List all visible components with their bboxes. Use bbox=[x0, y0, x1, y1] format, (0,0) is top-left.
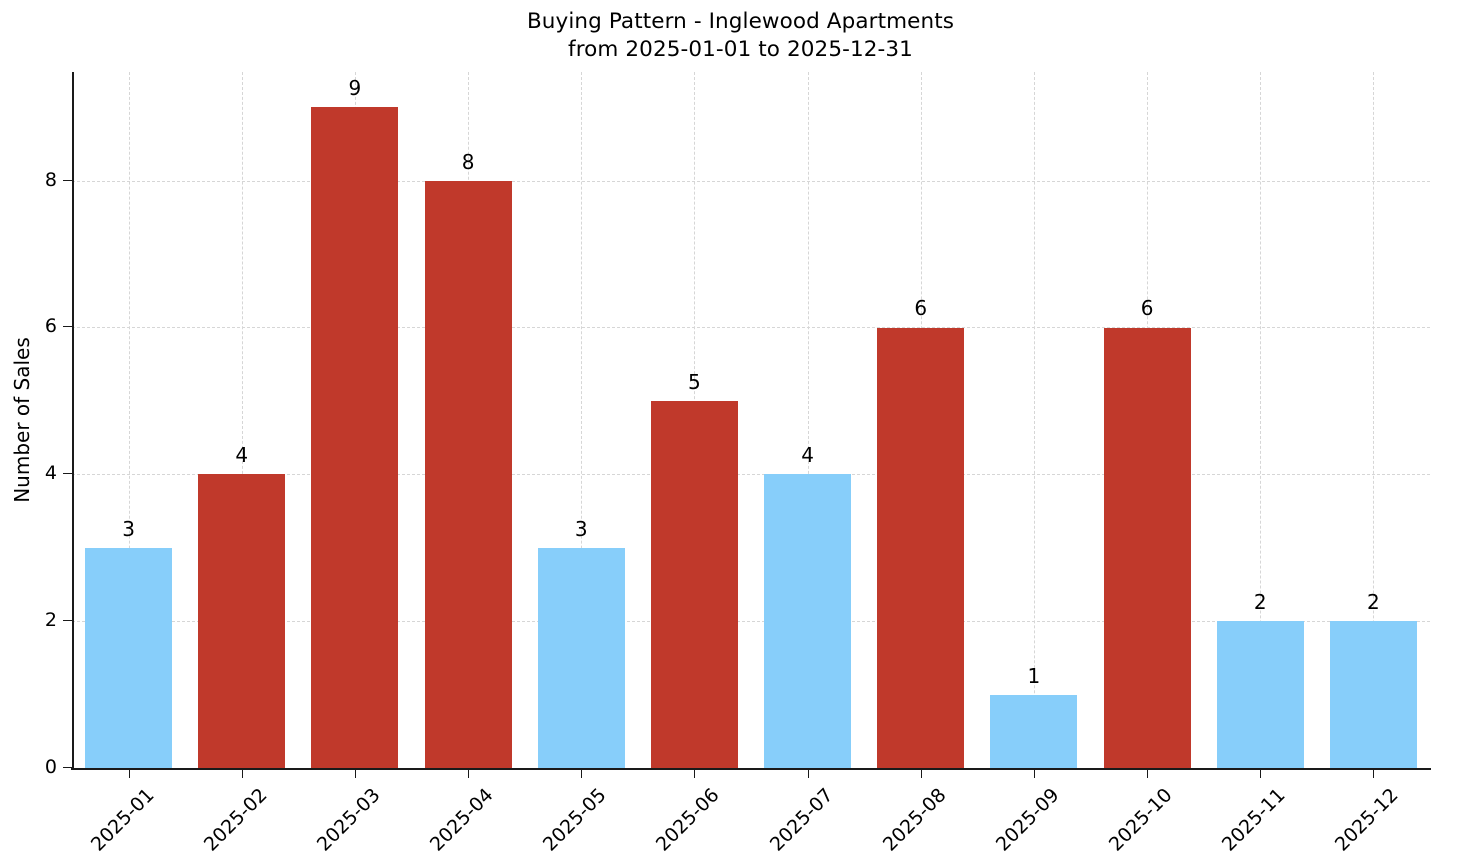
chart-subtitle: from 2025-01-01 to 2025-12-31 bbox=[568, 36, 913, 62]
bar bbox=[85, 547, 173, 768]
x-tick-mark bbox=[468, 769, 470, 778]
bar bbox=[311, 107, 399, 768]
gridline-horizontal bbox=[72, 180, 1430, 182]
y-tick-mark bbox=[63, 767, 72, 768]
x-tick-mark bbox=[1373, 769, 1375, 778]
y-tick-mark bbox=[63, 179, 72, 181]
plot-area: 3 4 9 8 3 5 4 6 1 6 2 2 bbox=[72, 72, 1430, 769]
x-tick-mark bbox=[1147, 769, 1149, 778]
bar bbox=[877, 327, 965, 768]
bar bbox=[1103, 327, 1191, 768]
gridline-horizontal bbox=[72, 327, 1430, 329]
bar-value-label: 4 bbox=[801, 443, 814, 468]
bar bbox=[1216, 621, 1304, 768]
x-axis-spine bbox=[71, 768, 1431, 770]
x-tick-label: 2025-01 bbox=[86, 784, 159, 856]
x-tick-mark bbox=[1260, 769, 1262, 778]
y-tick-mark bbox=[63, 473, 72, 475]
bar-value-label: 1 bbox=[1027, 663, 1041, 688]
gridline-vertical bbox=[1373, 72, 1375, 768]
gridline-horizontal bbox=[72, 621, 1430, 623]
gridline-vertical bbox=[1033, 72, 1035, 768]
chart-title-block: Buying Pattern - Inglewood Apartments fr… bbox=[0, 8, 1481, 63]
bar bbox=[198, 474, 286, 768]
y-tick-mark bbox=[63, 326, 72, 328]
x-tick-mark bbox=[128, 769, 130, 778]
y-tick-label: 2 bbox=[44, 609, 57, 632]
gridline-vertical bbox=[1260, 72, 1262, 768]
y-tick-label: 6 bbox=[44, 315, 57, 338]
bar-value-label: 3 bbox=[574, 516, 588, 541]
bar-value-label: 5 bbox=[688, 369, 701, 394]
bar bbox=[537, 547, 625, 768]
gridline-vertical bbox=[581, 72, 583, 768]
x-tick-mark bbox=[581, 769, 583, 778]
gridline-vertical bbox=[241, 72, 243, 768]
x-tick-mark bbox=[920, 769, 922, 778]
gridline-vertical bbox=[807, 72, 809, 768]
bar bbox=[424, 180, 512, 768]
y-axis-title: Number of Sales bbox=[10, 337, 34, 503]
chart-title: Buying Pattern - Inglewood Apartments bbox=[526, 9, 955, 34]
y-tick-mark bbox=[63, 620, 72, 622]
bar-value-label: 2 bbox=[1367, 590, 1380, 615]
bar-value-label: 3 bbox=[122, 516, 135, 541]
bar bbox=[1329, 621, 1417, 768]
bar-value-label: 8 bbox=[461, 149, 475, 174]
x-tick-mark bbox=[1033, 769, 1035, 778]
y-tick-label: 4 bbox=[44, 462, 57, 485]
y-axis-spine bbox=[72, 72, 74, 769]
x-tick-mark bbox=[694, 769, 696, 778]
y-tick-label: 8 bbox=[44, 168, 57, 191]
bar-value-label: 9 bbox=[348, 76, 362, 101]
bar-value-label: 2 bbox=[1253, 590, 1267, 615]
x-tick-mark bbox=[807, 769, 809, 778]
bar-value-label: 6 bbox=[1140, 296, 1154, 321]
gridline-vertical bbox=[128, 72, 130, 768]
y-tick-label: 0 bbox=[44, 756, 57, 778]
bar bbox=[650, 400, 738, 768]
bar bbox=[990, 694, 1078, 768]
gridline-horizontal bbox=[72, 474, 1430, 476]
x-tick-mark bbox=[241, 769, 243, 778]
bar bbox=[764, 474, 852, 768]
bar-value-label: 4 bbox=[235, 443, 249, 468]
x-tick-mark bbox=[354, 769, 356, 778]
bar-value-label: 6 bbox=[914, 296, 928, 321]
